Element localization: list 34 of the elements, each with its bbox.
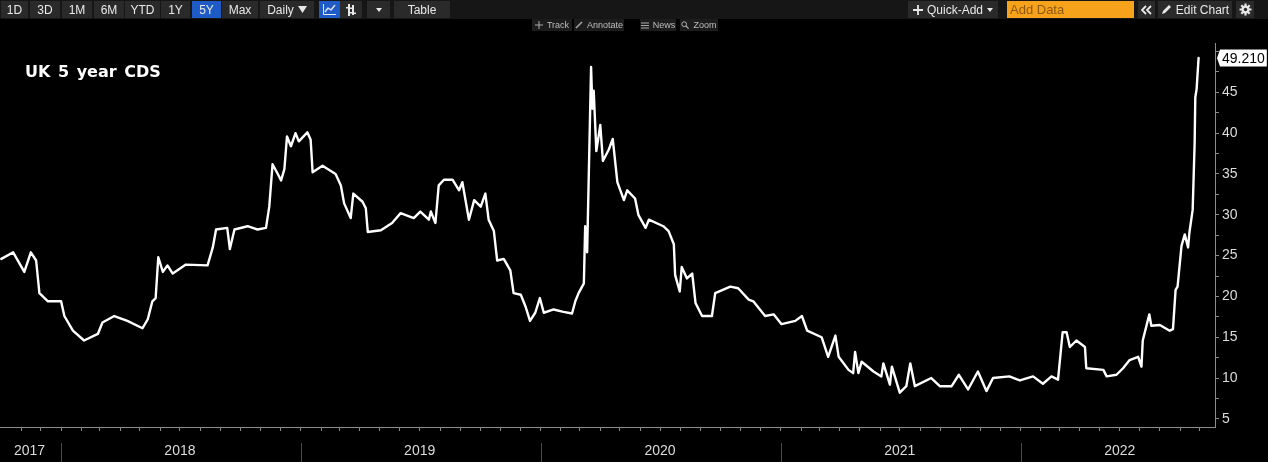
y-tick-label: 25 [1222,246,1238,263]
button: 5Y [192,1,221,18]
button: 1M [62,1,92,18]
button: Edit Chart [1158,1,1232,18]
y-tick-label: 5 [1222,409,1230,426]
button: Zoom [680,19,718,31]
button: Daily [260,1,314,18]
x-tick-label: 2017 [13,442,46,459]
button: News [640,19,676,31]
button: Table [394,1,450,18]
x-tick-label: 2021 [884,442,916,459]
y-tick-label: 10 [1222,368,1238,385]
y-tick-label: 30 [1222,205,1238,222]
y-tick-label: 40 [1222,124,1238,141]
x-tick-label: 2022 [1104,442,1136,459]
y-tick-label: 20 [1222,287,1238,304]
x-tick-label: 2020 [644,442,676,459]
text-field: Add Data [1007,1,1134,18]
button: 1D [1,1,28,18]
y-tick-label: 45 [1222,83,1238,100]
button: Quick-Add [908,1,998,18]
annotation: 49.210 [1222,49,1266,66]
y-tick-label: 35 [1222,164,1238,181]
button: 3D [30,1,60,18]
x-tick-label: 2019 [404,442,436,459]
text: UK 5 year CDS [25,62,161,81]
button: Track [532,19,572,31]
button: 1Y [161,1,190,18]
x-tick-label: 2018 [164,442,196,459]
button: YTD [125,1,160,18]
button: Max [222,1,258,18]
y-tick-label: 15 [1222,328,1238,345]
button: 6M [94,1,124,18]
button: Annotate [574,19,624,31]
